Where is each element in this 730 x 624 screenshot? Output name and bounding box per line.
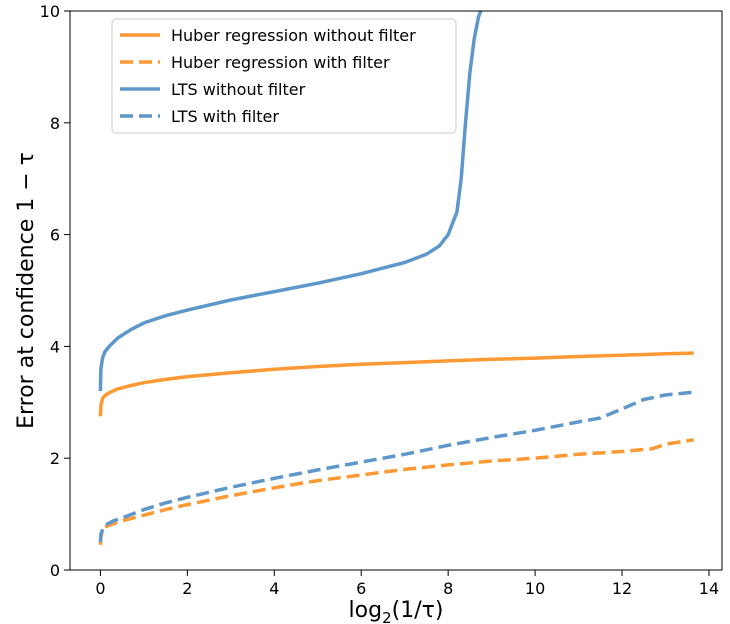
y-axis: 0 2 4 6 8 10: [40, 2, 70, 580]
y-axis-label: Error at confidence 1 − τ: [14, 152, 39, 429]
legend-label: LTS with filter: [171, 107, 279, 126]
legend: Huber regression without filter Huber reg…: [111, 18, 457, 134]
series-line-2: [98, 438, 694, 545]
x-tick-label: 2: [182, 579, 192, 598]
legend-label: LTS without filter: [171, 80, 306, 99]
y-tick-label: 10: [40, 2, 60, 21]
series-line-3: [98, 11, 483, 392]
x-tick-label: 10: [525, 579, 545, 598]
y-tick-label: 8: [50, 114, 60, 133]
series-layer: [98, 11, 694, 545]
y-tick-label: 0: [50, 561, 60, 580]
y-tick-label: 2: [50, 449, 60, 468]
x-tick-label: 14: [699, 579, 719, 598]
series-line-4: [98, 390, 694, 543]
x-tick-label: 12: [612, 579, 632, 598]
x-tick-label: 0: [95, 579, 105, 598]
plot-frame: [69, 10, 723, 571]
x-axis: 0 2 4 6 8 10 12 14: [95, 570, 719, 598]
series-line-1: [98, 351, 694, 417]
x-tick-label: 8: [443, 579, 453, 598]
x-tick-label: 4: [269, 579, 279, 598]
legend-box: [111, 18, 457, 134]
x-axis-label: log2(1/τ): [349, 598, 444, 624]
y-tick-label: 6: [50, 226, 60, 245]
legend-label: Huber regression without filter: [171, 26, 416, 45]
legend-label: Huber regression with filter: [171, 53, 390, 72]
y-tick-label: 4: [50, 337, 60, 356]
x-tick-label: 6: [356, 579, 366, 598]
